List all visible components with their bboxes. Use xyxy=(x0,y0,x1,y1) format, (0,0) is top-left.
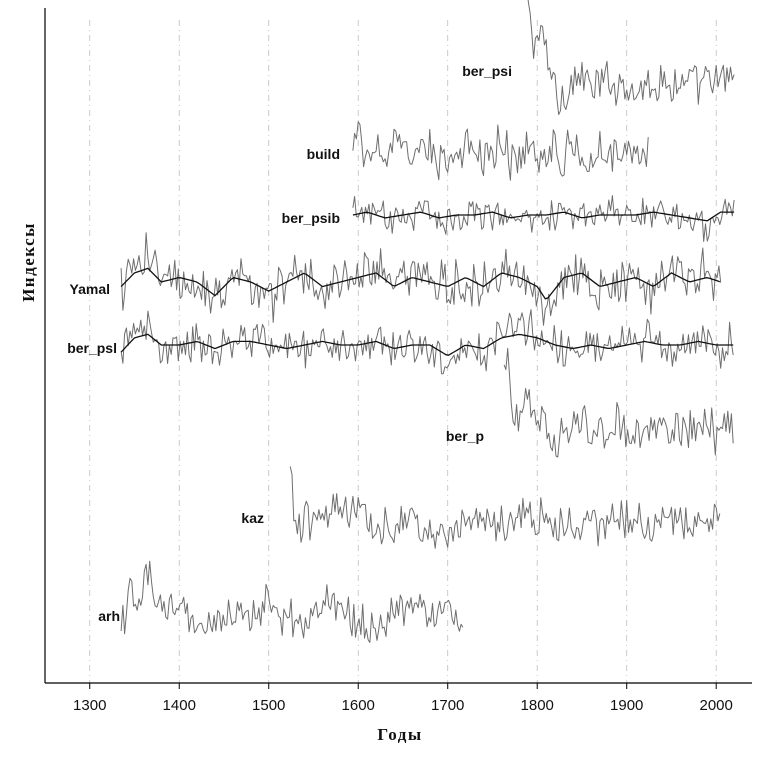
series-line-arh xyxy=(120,560,464,643)
x-tick-label-1800: 1800 xyxy=(521,697,554,714)
series-label-build: build xyxy=(307,146,340,162)
x-tick-label-1500: 1500 xyxy=(252,697,285,714)
y-axis-title: Индексы xyxy=(19,222,38,302)
x-tick-label-1300: 1300 xyxy=(73,697,106,714)
series-label-ber_psi: ber_psi xyxy=(462,63,512,79)
series-label-ber_psib: ber_psib xyxy=(282,210,340,226)
series-line-ber_psi xyxy=(527,0,735,116)
series-line-Yamal xyxy=(120,232,722,326)
x-axis-ticks: 1300 1400 1500 1600 1700 1800 1900 2000 xyxy=(73,683,733,714)
smoothed-line-ber_psl xyxy=(120,333,734,356)
series-line-ber_psib xyxy=(352,195,735,242)
x-tick-label-1400: 1400 xyxy=(163,697,196,714)
series-line-ber_p xyxy=(503,347,734,458)
vertical-gridlines xyxy=(89,20,717,683)
x-tick-label-1600: 1600 xyxy=(342,697,375,714)
smoothed-line-ber_psib xyxy=(352,211,735,222)
series-layer xyxy=(120,0,735,643)
series-line-kaz xyxy=(289,466,721,549)
series-label-arh: arh xyxy=(98,608,120,624)
smoothed-line-Yamal xyxy=(120,267,721,300)
x-tick-label-1900: 1900 xyxy=(610,697,643,714)
series-line-build xyxy=(352,121,649,181)
series-label-kaz: kaz xyxy=(241,510,264,526)
x-axis-title: Годы xyxy=(377,725,422,744)
series-label-ber_p: ber_p xyxy=(446,428,484,444)
series-label-Yamal: Yamal xyxy=(70,281,110,297)
x-tick-label-1700: 1700 xyxy=(431,697,464,714)
series-label-ber_psl: ber_psl xyxy=(67,340,117,356)
x-tick-label-2000: 2000 xyxy=(700,697,733,714)
